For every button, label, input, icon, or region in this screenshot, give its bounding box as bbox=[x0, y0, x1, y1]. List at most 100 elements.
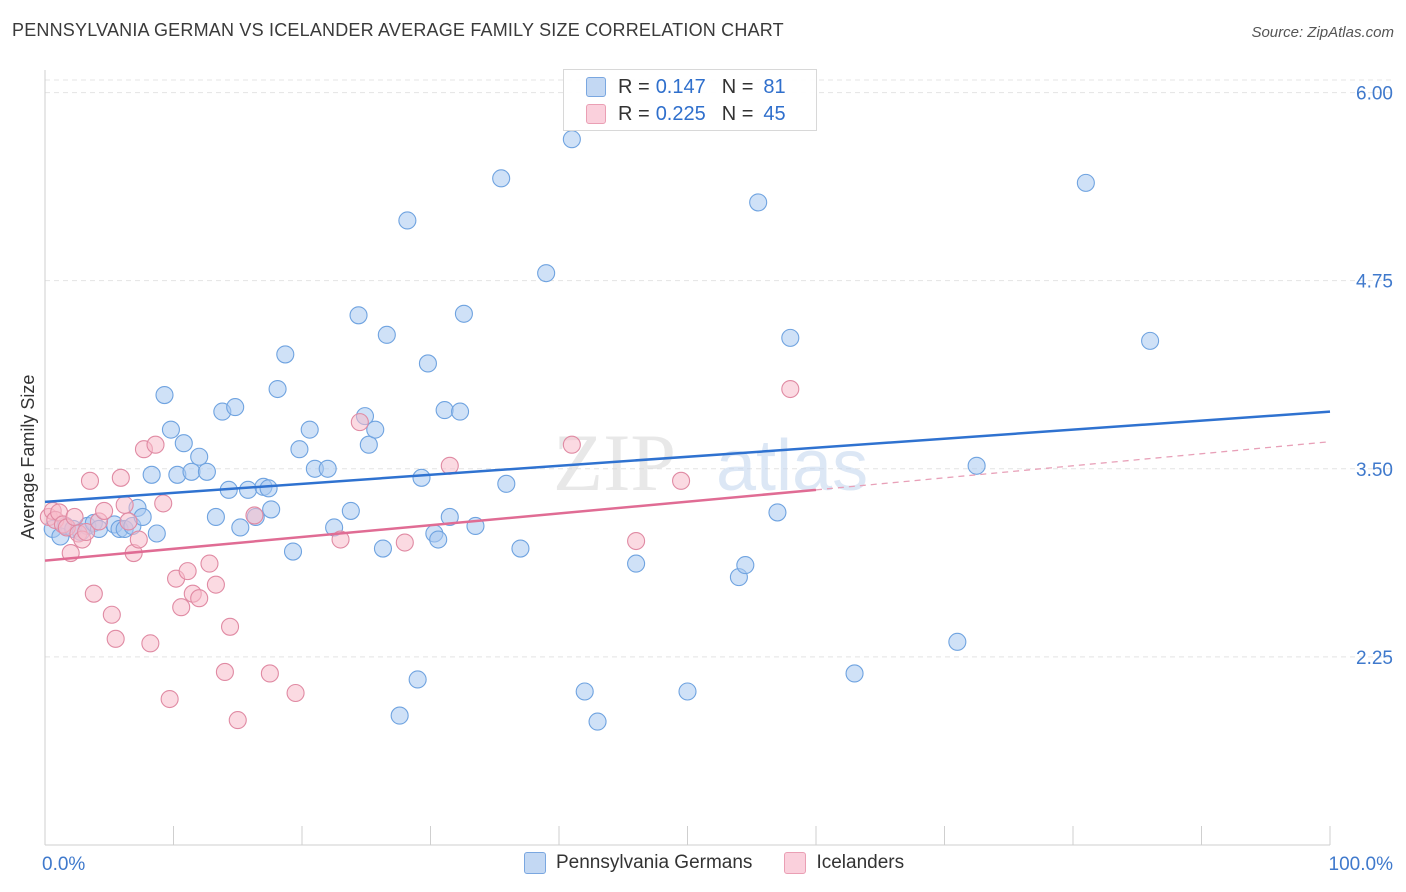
data-point bbox=[142, 465, 161, 484]
legend-row-pennsylvania-germans: R = 0.147 N = 81 bbox=[586, 74, 786, 100]
data-point bbox=[377, 325, 396, 344]
data-point bbox=[161, 420, 180, 439]
data-point bbox=[245, 506, 264, 525]
data-point bbox=[111, 468, 130, 487]
data-point bbox=[206, 507, 225, 526]
series-swatch-blue bbox=[524, 852, 546, 874]
x-tick-label: 100.0% bbox=[1329, 854, 1394, 875]
data-point bbox=[948, 632, 967, 651]
data-point bbox=[259, 479, 278, 498]
data-point bbox=[627, 531, 646, 551]
data-point bbox=[454, 304, 473, 323]
source-label: Source: ZipAtlas.com bbox=[1251, 24, 1394, 41]
series-legend-label: Icelanders bbox=[816, 852, 905, 873]
data-point bbox=[749, 193, 768, 212]
data-point bbox=[672, 471, 691, 490]
data-point bbox=[1076, 173, 1095, 192]
data-point bbox=[215, 662, 234, 681]
data-point bbox=[440, 456, 459, 475]
legend-row-icelanders: R = 0.225 N = 45 bbox=[586, 101, 786, 127]
data-point bbox=[435, 401, 454, 420]
data-point bbox=[341, 501, 360, 520]
data-point bbox=[276, 345, 295, 364]
data-point bbox=[562, 130, 581, 149]
series-swatch-pink bbox=[784, 852, 807, 874]
data-point bbox=[106, 629, 125, 648]
data-point bbox=[768, 503, 787, 522]
data-point bbox=[366, 420, 385, 439]
points-layer bbox=[39, 130, 1160, 731]
data-point bbox=[588, 712, 607, 731]
grid-layer bbox=[45, 79, 1392, 658]
data-point bbox=[537, 264, 556, 283]
data-point bbox=[80, 471, 100, 490]
data-point bbox=[451, 402, 470, 421]
labels-layer: 2.25 3.50 4.75 6.00 0.0% 100.0% Average Family… bbox=[18, 84, 1393, 875]
trend-line-pennsylvania-germans bbox=[44, 410, 1331, 504]
data-point bbox=[318, 459, 337, 478]
data-point bbox=[190, 447, 209, 466]
data-point bbox=[268, 379, 287, 399]
data-point bbox=[283, 542, 303, 561]
watermark: ZIP atlas bbox=[553, 417, 868, 508]
data-point bbox=[102, 605, 121, 624]
data-point bbox=[562, 435, 581, 454]
y-tick-label: 3.50 bbox=[1356, 460, 1393, 481]
data-point bbox=[226, 398, 245, 417]
data-point bbox=[1141, 331, 1160, 350]
y-axis-label: Average Family Size bbox=[18, 375, 38, 540]
legend-swatch-blue bbox=[586, 77, 606, 97]
data-point bbox=[492, 169, 511, 188]
data-point bbox=[146, 435, 165, 454]
data-point bbox=[95, 501, 114, 520]
data-point bbox=[238, 480, 258, 499]
data-point bbox=[845, 664, 864, 683]
axes-layer bbox=[44, 70, 1331, 846]
data-point bbox=[359, 435, 378, 454]
data-point bbox=[155, 385, 174, 405]
data-point bbox=[147, 524, 166, 543]
y-tick-label: 6.00 bbox=[1356, 84, 1393, 105]
data-point bbox=[349, 306, 368, 325]
series-legend-item-pennsylvania-germans: Pennsylvania Germans bbox=[524, 852, 752, 874]
trend-extension-icelanders bbox=[815, 441, 1331, 491]
data-point bbox=[178, 562, 197, 581]
data-point bbox=[967, 456, 986, 475]
y-tick-label: 4.75 bbox=[1356, 272, 1393, 293]
x-tick-label: 0.0% bbox=[42, 854, 85, 875]
data-point bbox=[331, 530, 350, 549]
legend-swatch-pink bbox=[586, 104, 606, 124]
data-point bbox=[412, 468, 431, 487]
data-point bbox=[429, 530, 448, 549]
series-legend-item-icelanders: Icelanders bbox=[784, 852, 904, 874]
data-point bbox=[115, 495, 134, 514]
legend-n-value: 45 bbox=[763, 102, 786, 125]
data-point bbox=[119, 512, 138, 531]
series-legend: Pennsylvania Germans Icelanders bbox=[524, 852, 936, 874]
data-point bbox=[736, 556, 755, 575]
data-point bbox=[260, 664, 279, 683]
data-point bbox=[290, 440, 309, 459]
correlation-legend: R = 0.147 N = 81 R = 0.225 N = 45 bbox=[563, 69, 817, 131]
trend-line-icelanders bbox=[44, 488, 817, 562]
watermark-atlas: atlas bbox=[716, 426, 868, 506]
data-point bbox=[262, 500, 281, 519]
data-point bbox=[627, 554, 646, 573]
trend-layer bbox=[44, 410, 1331, 562]
data-point bbox=[678, 682, 697, 701]
data-point bbox=[373, 539, 393, 558]
data-point bbox=[395, 533, 414, 552]
data-point bbox=[286, 683, 305, 703]
data-point bbox=[160, 689, 179, 709]
data-point bbox=[200, 554, 219, 573]
data-point bbox=[141, 634, 160, 653]
legend-r-label: R = bbox=[618, 75, 650, 98]
chart-title: PENNSYLVANIA GERMAN VS ICELANDER AVERAGE… bbox=[12, 20, 784, 40]
data-point bbox=[350, 413, 369, 432]
data-point bbox=[174, 434, 193, 453]
data-point bbox=[497, 474, 516, 493]
data-point bbox=[77, 522, 96, 542]
series-icelanders bbox=[39, 379, 800, 730]
data-point bbox=[129, 530, 148, 549]
